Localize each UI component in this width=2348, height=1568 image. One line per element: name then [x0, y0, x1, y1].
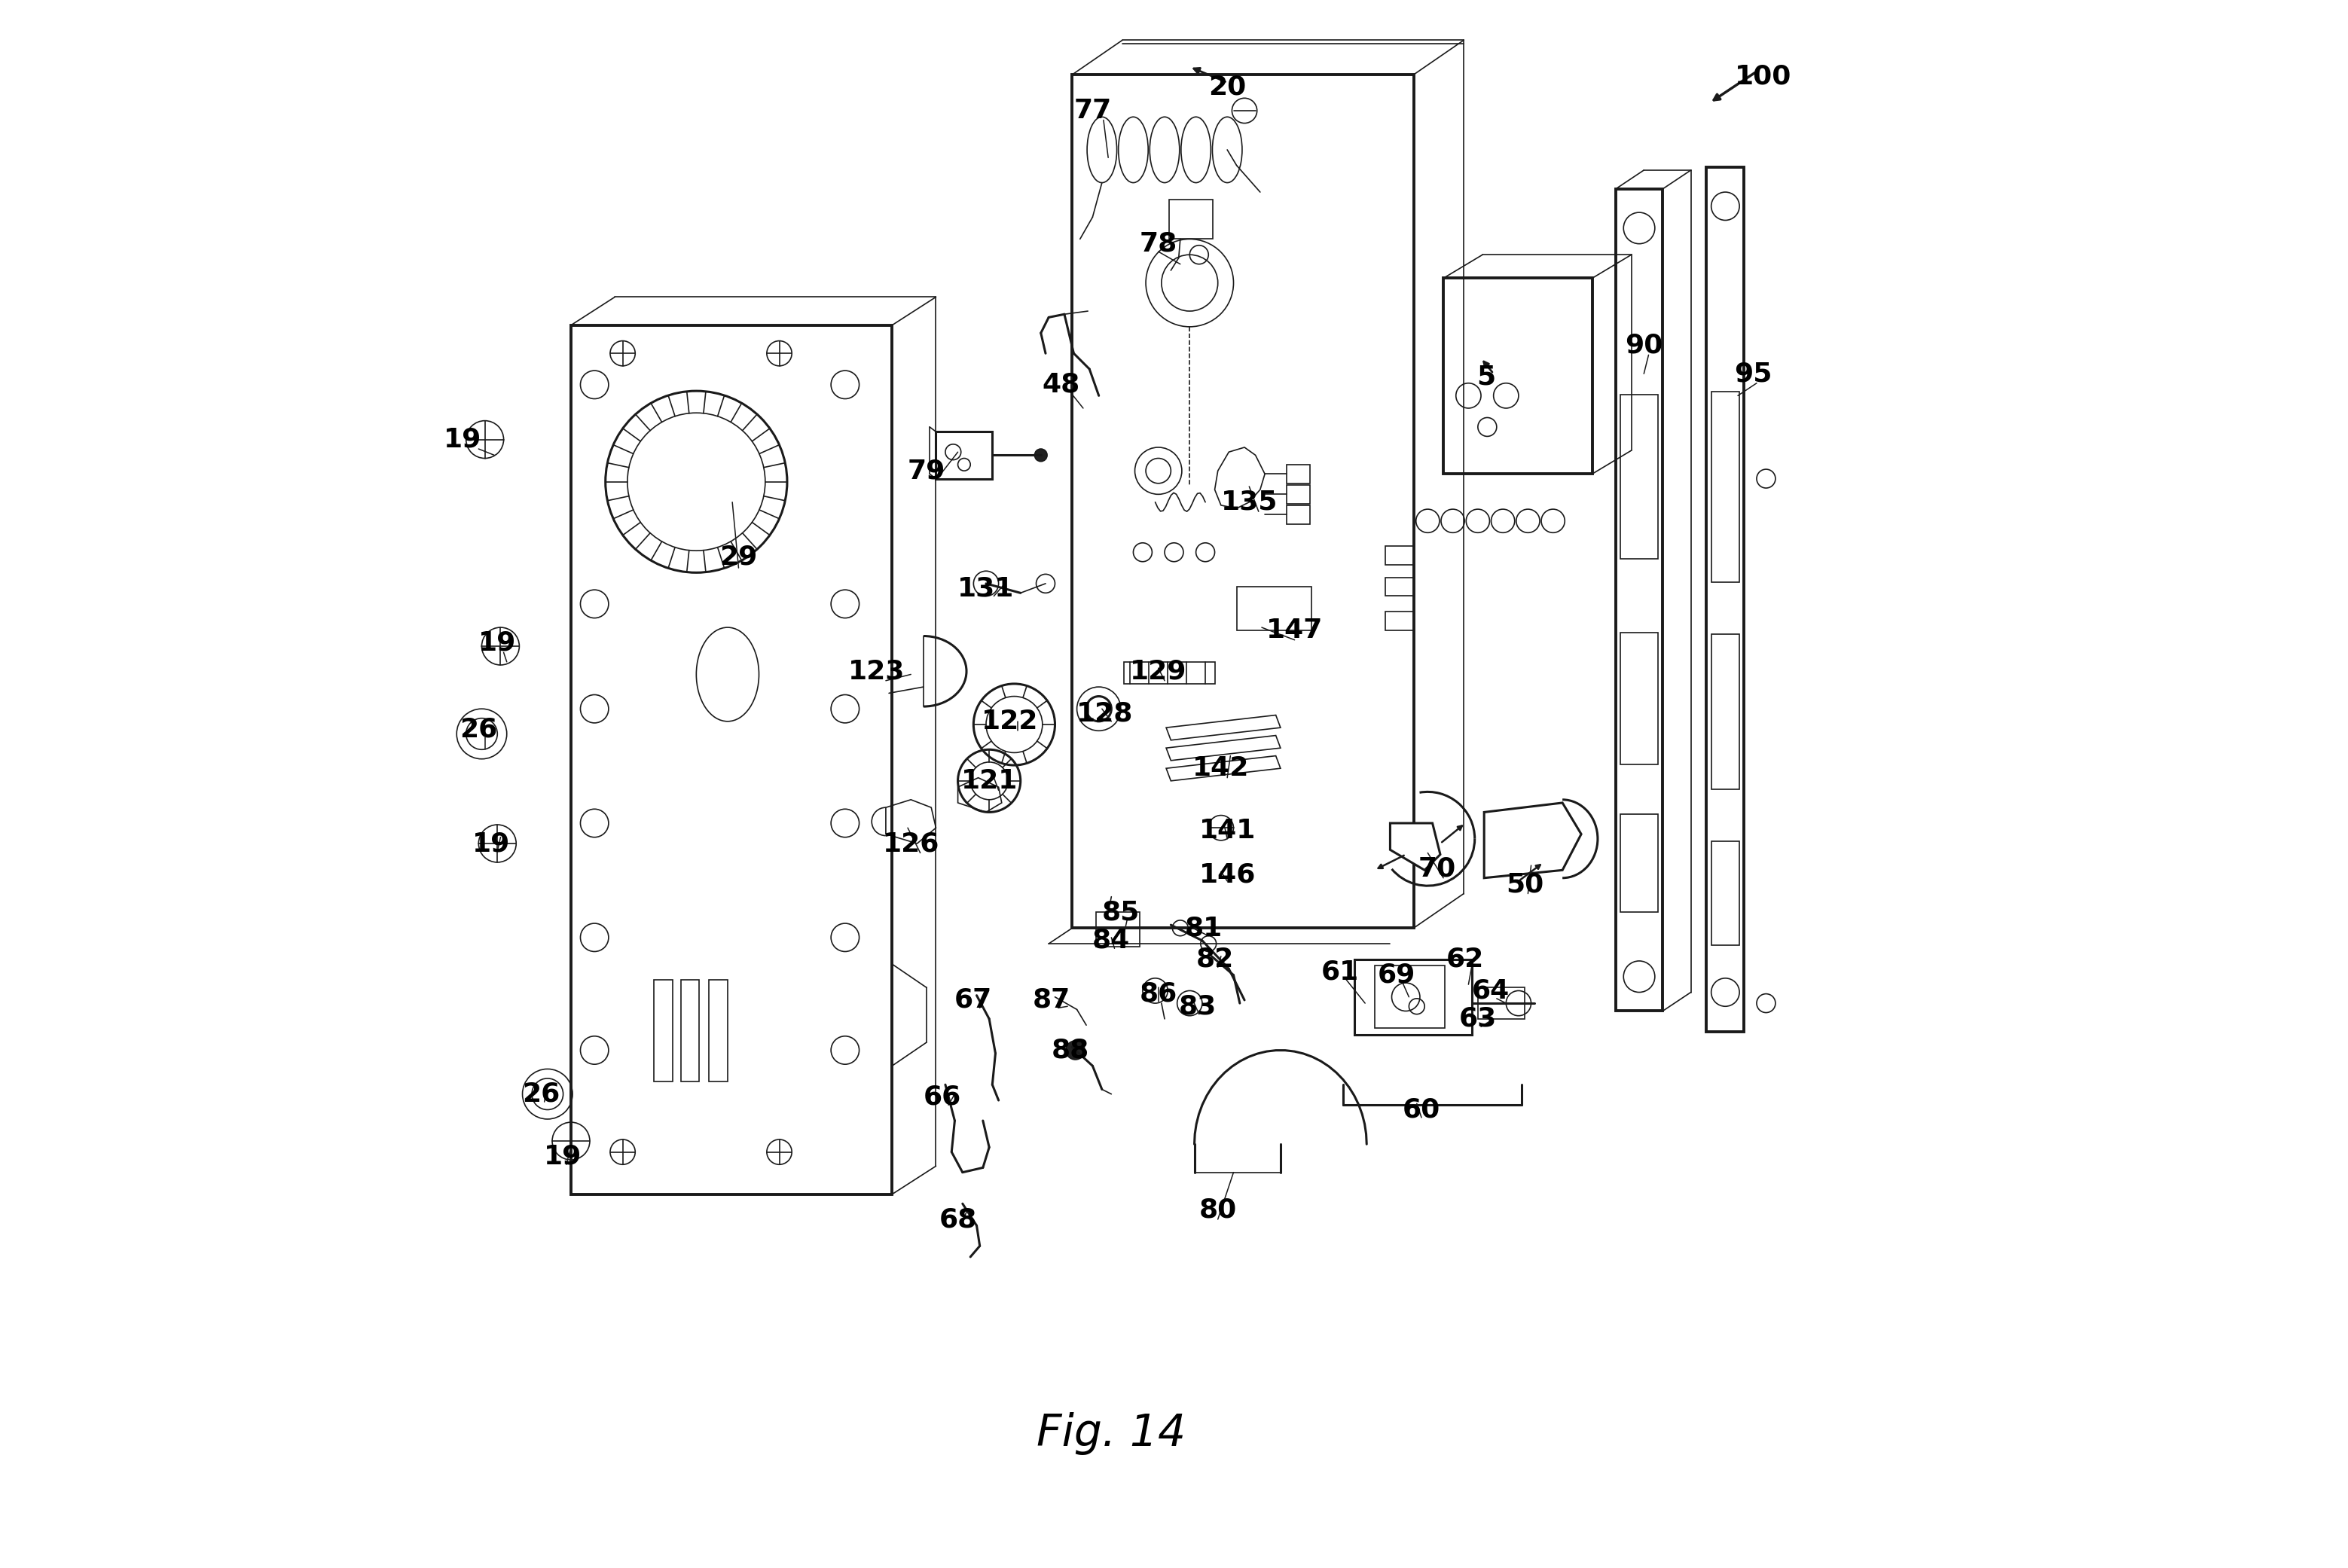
Text: 19: 19	[479, 630, 517, 655]
Text: 5: 5	[1477, 364, 1496, 390]
Text: 122: 122	[981, 709, 1038, 734]
Text: 78: 78	[1139, 230, 1176, 257]
Bar	[1712, 842, 1740, 946]
Circle shape	[1066, 1041, 1085, 1060]
Text: 19: 19	[545, 1145, 582, 1170]
Text: 146: 146	[1200, 862, 1256, 887]
Polygon shape	[1615, 190, 1662, 1011]
Bar	[1385, 612, 1413, 630]
Text: 70: 70	[1418, 856, 1456, 881]
Text: 100: 100	[1735, 63, 1792, 89]
Bar	[1712, 633, 1740, 789]
Polygon shape	[571, 325, 892, 1195]
Text: 19: 19	[472, 831, 510, 856]
Bar	[681, 980, 700, 1082]
Bar	[1385, 546, 1413, 564]
Bar	[1097, 913, 1139, 947]
Polygon shape	[1390, 823, 1439, 870]
Bar	[1374, 966, 1444, 1029]
Text: 77: 77	[1073, 97, 1111, 124]
Polygon shape	[1073, 75, 1413, 928]
Text: 129: 129	[1129, 659, 1186, 684]
Text: 68: 68	[939, 1206, 977, 1232]
Text: 135: 135	[1221, 489, 1277, 514]
Text: 86: 86	[1139, 982, 1176, 1007]
Text: 29: 29	[718, 544, 758, 569]
Bar	[1355, 960, 1472, 1035]
Bar	[1125, 662, 1214, 684]
Text: 67: 67	[956, 988, 993, 1013]
Bar	[655, 980, 674, 1082]
Text: 121: 121	[960, 768, 1017, 793]
Polygon shape	[1444, 278, 1592, 474]
Bar	[1477, 988, 1524, 1019]
Text: 62: 62	[1446, 947, 1484, 972]
Text: 126: 126	[883, 831, 939, 856]
Bar	[709, 980, 728, 1082]
Bar	[937, 431, 993, 478]
Text: 88: 88	[1052, 1038, 1089, 1063]
Text: 26: 26	[460, 717, 498, 742]
Bar	[1287, 464, 1310, 483]
Bar	[1287, 505, 1310, 524]
Circle shape	[1035, 448, 1047, 461]
Text: 147: 147	[1266, 618, 1322, 643]
Text: 61: 61	[1322, 960, 1359, 985]
Text: 60: 60	[1402, 1098, 1439, 1123]
Text: 128: 128	[1078, 701, 1134, 726]
Text: 26: 26	[521, 1082, 561, 1107]
Bar	[1169, 199, 1214, 238]
Text: 81: 81	[1186, 916, 1223, 941]
Bar	[1237, 586, 1313, 630]
Polygon shape	[1707, 168, 1745, 1032]
Bar	[1620, 814, 1658, 913]
Text: 20: 20	[1209, 74, 1247, 100]
Text: 95: 95	[1735, 361, 1773, 387]
Text: 85: 85	[1101, 900, 1139, 925]
Text: 80: 80	[1200, 1196, 1237, 1223]
Bar	[1620, 395, 1658, 558]
Bar	[1712, 392, 1740, 582]
Text: 87: 87	[1033, 988, 1071, 1013]
Text: 48: 48	[1043, 372, 1080, 398]
Text: 64: 64	[1472, 978, 1510, 1004]
Text: 50: 50	[1505, 872, 1543, 897]
Text: 141: 141	[1200, 818, 1256, 844]
Bar	[1385, 577, 1413, 596]
Bar	[1287, 485, 1310, 503]
Text: 82: 82	[1195, 947, 1233, 972]
Text: 131: 131	[958, 575, 1014, 601]
Text: 69: 69	[1378, 963, 1416, 988]
Text: 83: 83	[1179, 994, 1216, 1019]
Text: 84: 84	[1092, 928, 1129, 953]
Bar	[1620, 633, 1658, 765]
Text: 79: 79	[909, 458, 946, 483]
Text: 123: 123	[848, 659, 904, 684]
Text: 63: 63	[1458, 1007, 1496, 1032]
Polygon shape	[1484, 803, 1580, 878]
Text: 66: 66	[923, 1085, 960, 1110]
Text: 19: 19	[444, 426, 481, 452]
Text: 90: 90	[1625, 332, 1662, 359]
Text: 142: 142	[1193, 756, 1249, 781]
Text: Fig. 14: Fig. 14	[1038, 1413, 1186, 1455]
